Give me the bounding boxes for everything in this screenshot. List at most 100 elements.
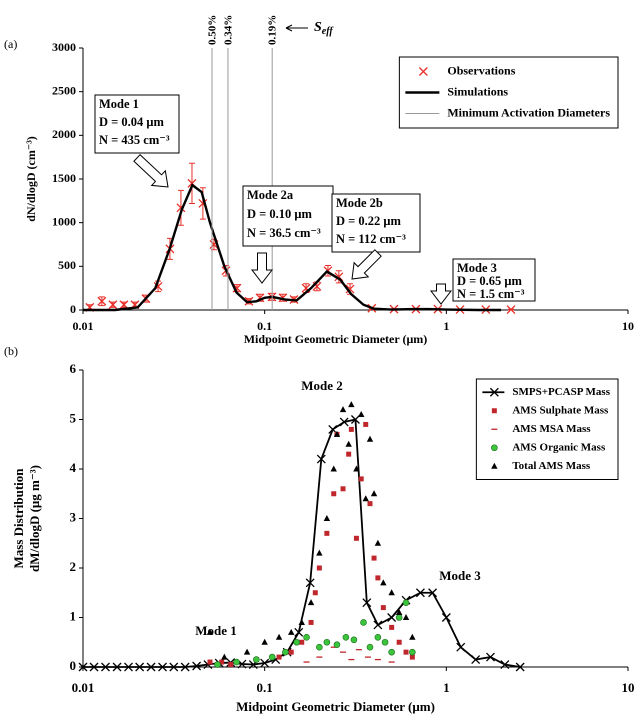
marker bbox=[323, 515, 331, 521]
marker bbox=[243, 648, 251, 655]
annotation-text: Mode 3 bbox=[457, 261, 497, 275]
annotation-text: D = 0.65 μm bbox=[457, 274, 522, 288]
annotation-text: N = 112 cm⁻³ bbox=[336, 232, 406, 246]
legend-marker bbox=[418, 67, 428, 76]
marker bbox=[415, 588, 425, 598]
marker bbox=[78, 662, 88, 672]
marker bbox=[409, 648, 416, 656]
legend-label: Total AMS Mass bbox=[512, 460, 591, 472]
marker bbox=[312, 590, 318, 596]
marker bbox=[299, 639, 305, 645]
y-tick-label: 1000 bbox=[52, 214, 76, 228]
x-axis-label: Midpoint Geometric Diameter (μm) bbox=[236, 699, 435, 714]
y-tick-label: 2 bbox=[70, 559, 77, 574]
marker bbox=[124, 662, 133, 672]
marker bbox=[409, 654, 415, 660]
y-tick-label: 4 bbox=[70, 460, 77, 475]
marker bbox=[219, 659, 225, 665]
marker bbox=[515, 662, 525, 672]
annotation-text: Mode 1 bbox=[99, 97, 139, 111]
annotation-text: N = 36.5 cm⁻³ bbox=[247, 226, 321, 240]
legend-label: AMS MSA Mass bbox=[512, 423, 591, 435]
marker bbox=[373, 620, 383, 630]
marker bbox=[305, 578, 315, 588]
legend-marker bbox=[491, 462, 498, 469]
annotation-box bbox=[94, 94, 180, 154]
marker bbox=[350, 636, 358, 644]
marker bbox=[403, 649, 409, 655]
marker bbox=[146, 662, 156, 672]
marker bbox=[340, 486, 346, 492]
marker bbox=[395, 609, 403, 616]
marker bbox=[324, 530, 330, 536]
marker bbox=[387, 613, 397, 622]
marker bbox=[346, 451, 352, 457]
marker bbox=[500, 660, 510, 669]
legend-box bbox=[475, 378, 619, 480]
marker bbox=[97, 296, 107, 306]
marker bbox=[388, 648, 395, 656]
annotation-text: Mode 3 bbox=[439, 568, 481, 583]
marker bbox=[395, 614, 403, 621]
marker bbox=[268, 653, 276, 661]
annotation-text: Mode 2b bbox=[336, 196, 383, 210]
panel-label: (b) bbox=[4, 344, 18, 358]
y-tick-label: 2000 bbox=[52, 127, 76, 141]
marker bbox=[370, 490, 378, 497]
arrow bbox=[133, 154, 169, 188]
marker bbox=[374, 633, 382, 641]
seff-label: Seff bbox=[314, 20, 334, 37]
legend-label: Observations bbox=[447, 63, 515, 77]
y-tick-label: 1500 bbox=[52, 171, 76, 185]
y-tick-label: 6 bbox=[70, 361, 77, 376]
y-tick-label: 0 bbox=[70, 302, 76, 316]
marker bbox=[363, 421, 369, 427]
arrow bbox=[250, 252, 274, 284]
y-axis-label: Mass Distribution bbox=[11, 468, 26, 569]
x-tick-label: 0.01 bbox=[73, 319, 94, 333]
supersaturation-label: 0.50% bbox=[207, 15, 219, 45]
supersaturation-label: 0.34% bbox=[222, 15, 234, 45]
seff-arrow bbox=[285, 24, 308, 32]
x-tick-label: 10 bbox=[622, 680, 635, 695]
legend-label: AMS Sulphate Mass bbox=[512, 404, 609, 416]
x-tick-label: 0.01 bbox=[72, 680, 95, 695]
marker bbox=[348, 401, 355, 408]
marker bbox=[253, 656, 260, 663]
marker bbox=[362, 598, 372, 608]
marker bbox=[261, 638, 268, 645]
marker bbox=[192, 661, 202, 671]
marker bbox=[119, 300, 129, 310]
marker bbox=[358, 476, 364, 482]
marker bbox=[316, 565, 322, 571]
marker bbox=[333, 641, 341, 649]
supersaturation-label: 0.19% bbox=[267, 15, 279, 45]
marker bbox=[375, 575, 381, 581]
annotation-box bbox=[452, 258, 536, 302]
marker bbox=[348, 426, 354, 432]
marker bbox=[396, 639, 402, 645]
seff-subscript: eff bbox=[322, 26, 335, 37]
annotation-text: D = 0.04 μm bbox=[99, 115, 164, 129]
marker bbox=[294, 627, 304, 637]
y-tick-label: 2500 bbox=[52, 83, 76, 97]
y-axis-label: dN/dlogD (cm⁻³) bbox=[24, 136, 38, 222]
marker bbox=[233, 658, 240, 666]
marker bbox=[360, 619, 367, 626]
panel-label: (a) bbox=[4, 37, 17, 51]
marker bbox=[298, 618, 305, 625]
y-tick-label: 0 bbox=[70, 658, 77, 673]
legend-marker bbox=[491, 444, 498, 452]
marker bbox=[214, 661, 221, 668]
legend-label: AMS Organic Mass bbox=[512, 441, 606, 453]
marker bbox=[506, 305, 516, 315]
marker bbox=[486, 652, 495, 662]
annotation-text: Mode 2 bbox=[301, 378, 343, 393]
x-tick-label: 10 bbox=[622, 319, 634, 333]
marker bbox=[371, 555, 377, 561]
marker bbox=[441, 613, 451, 622]
y-axis-label: dM/dlogD (μg m⁻³) bbox=[27, 465, 42, 572]
marker bbox=[353, 535, 359, 541]
marker bbox=[112, 662, 122, 672]
